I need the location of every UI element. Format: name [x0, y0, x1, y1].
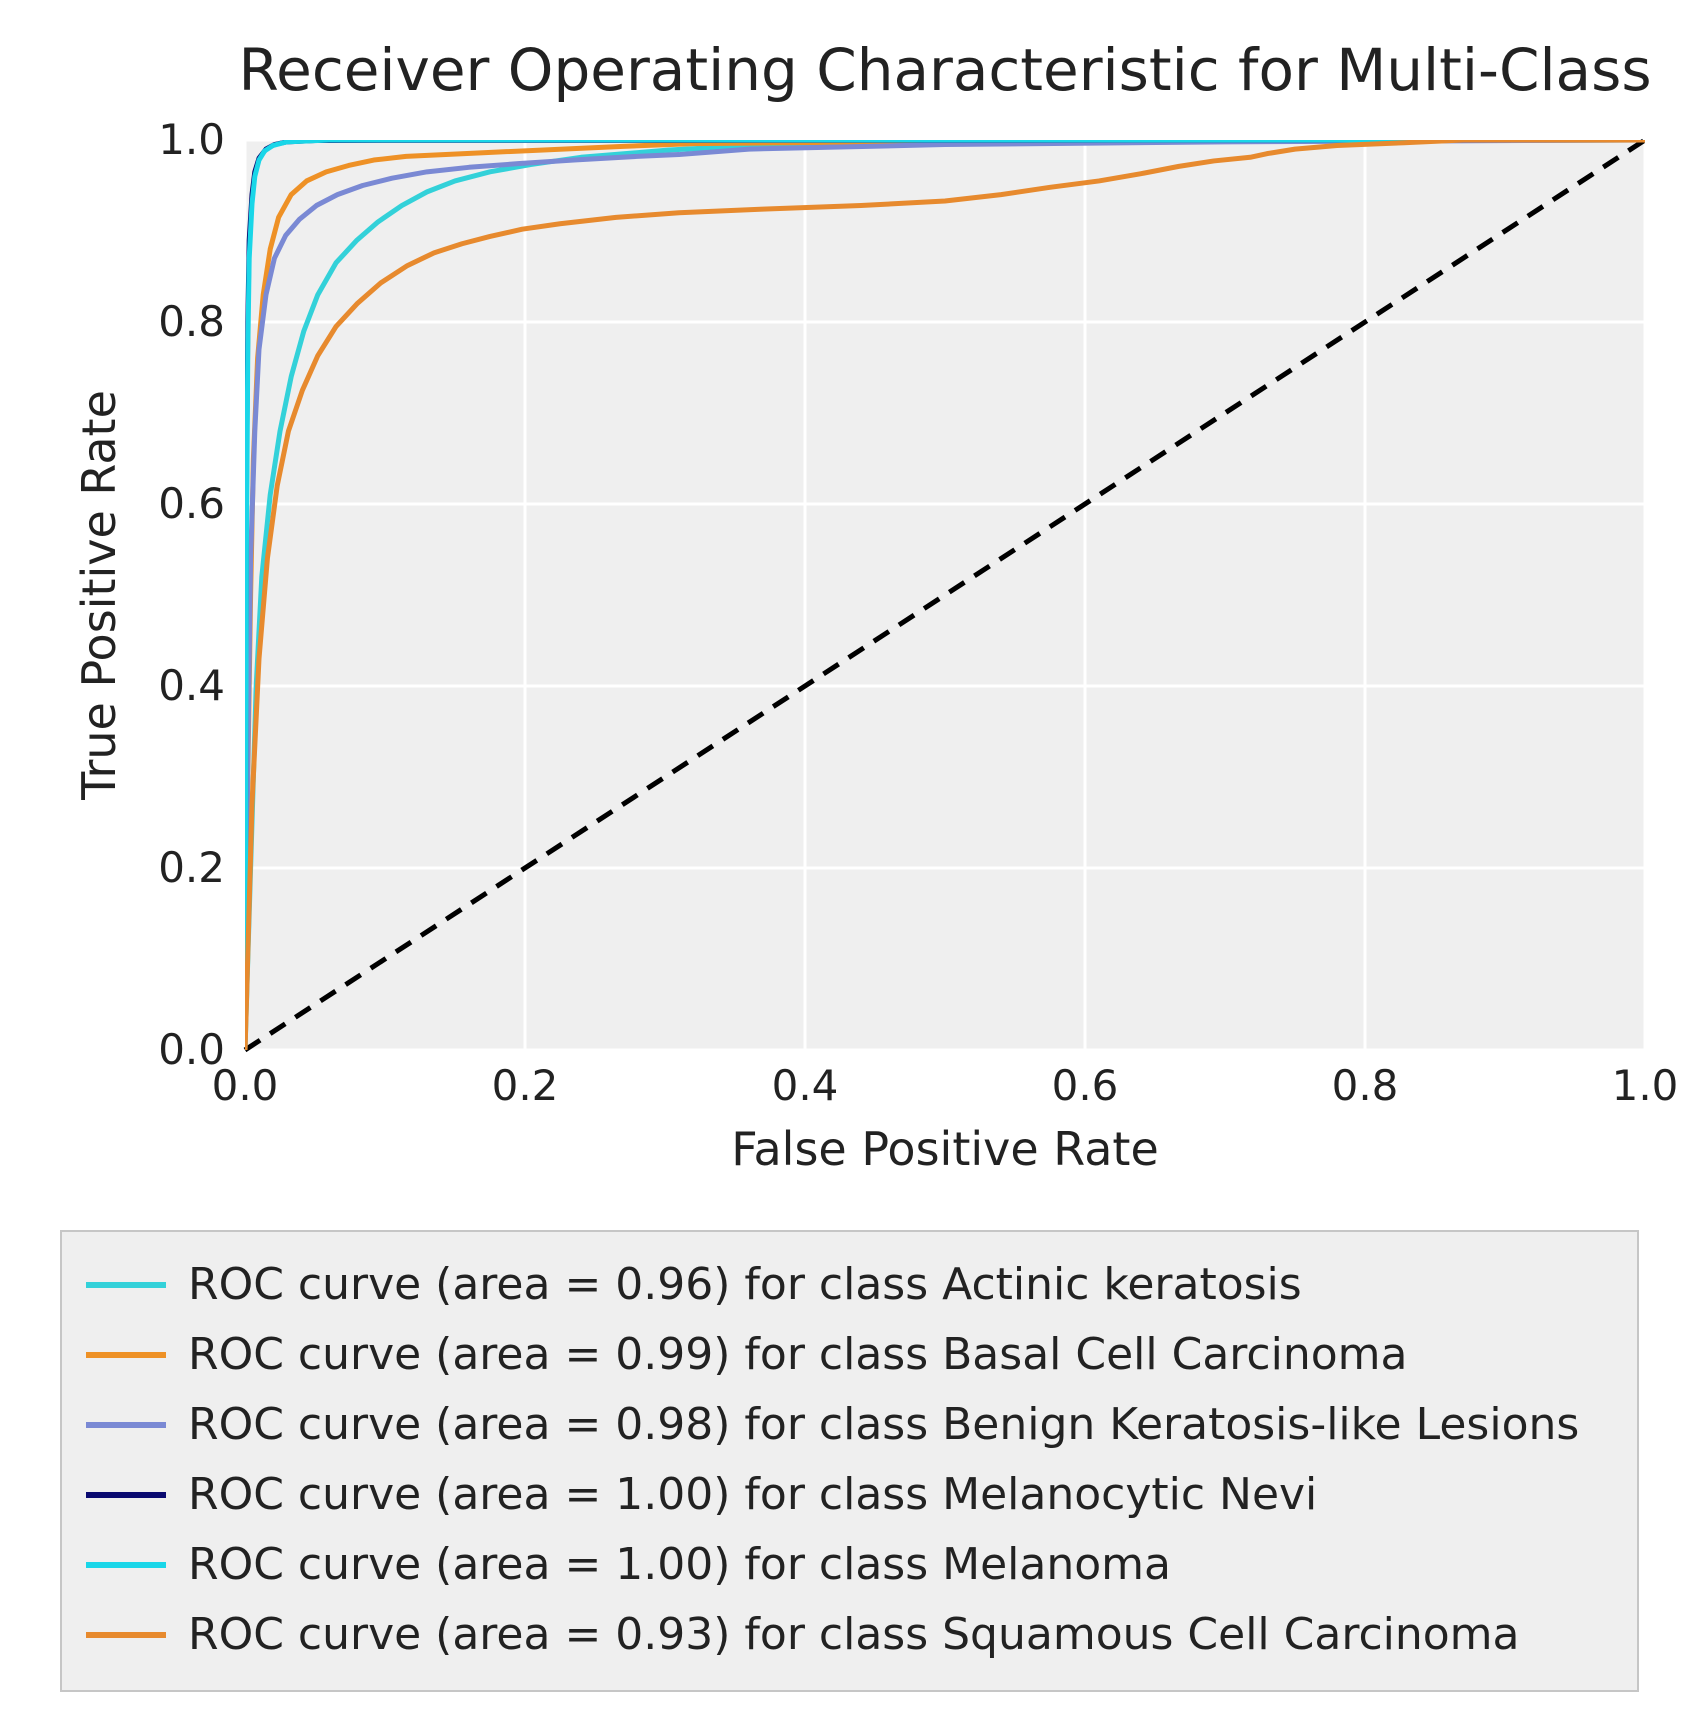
- legend-label: ROC curve (area = 0.96) for class Actini…: [188, 1261, 1302, 1309]
- legend: ROC curve (area = 0.96) for class Actini…: [60, 1230, 1639, 1692]
- legend-swatch: [86, 1352, 166, 1358]
- legend-swatch: [86, 1632, 166, 1638]
- x-axis-label: False Positive Rate: [731, 1122, 1159, 1176]
- figure-wrap: 0.00.20.40.60.81.00.00.20.40.60.81.0Fals…: [0, 0, 1699, 1732]
- legend-swatch: [86, 1562, 166, 1568]
- legend-item: ROC curve (area = 1.00) for class Melano…: [86, 1530, 1613, 1600]
- legend-swatch: [86, 1492, 166, 1498]
- legend-item: ROC curve (area = 0.98) for class Benign…: [86, 1390, 1613, 1460]
- legend-label: ROC curve (area = 1.00) for class Melano…: [188, 1541, 1171, 1589]
- x-tick-label: 0.6: [1052, 1061, 1119, 1110]
- y-tick-label: 0.8: [158, 297, 225, 346]
- x-tick-label: 0.4: [772, 1061, 839, 1110]
- legend-item: ROC curve (area = 0.96) for class Actini…: [86, 1250, 1613, 1320]
- y-tick-label: 0.4: [158, 661, 225, 710]
- y-axis-label: True Positive Rate: [72, 390, 126, 801]
- legend-label: ROC curve (area = 0.93) for class Squamo…: [188, 1611, 1520, 1659]
- roc-chart: 0.00.20.40.60.81.00.00.20.40.60.81.0Fals…: [40, 30, 1680, 1190]
- y-tick-label: 0.0: [158, 1025, 225, 1074]
- legend-item: ROC curve (area = 1.00) for class Melano…: [86, 1460, 1613, 1530]
- legend-label: ROC curve (area = 1.00) for class Melano…: [188, 1471, 1317, 1519]
- y-tick-label: 0.6: [158, 479, 225, 528]
- x-tick-label: 0.2: [492, 1061, 559, 1110]
- legend-label: ROC curve (area = 0.99) for class Basal …: [188, 1331, 1407, 1379]
- x-tick-label: 0.8: [1332, 1061, 1399, 1110]
- legend-item: ROC curve (area = 0.99) for class Basal …: [86, 1320, 1613, 1390]
- legend-item: ROC curve (area = 0.93) for class Squamo…: [86, 1600, 1613, 1670]
- y-tick-label: 0.2: [158, 843, 225, 892]
- x-tick-label: 1.0: [1612, 1061, 1679, 1110]
- legend-swatch: [86, 1422, 166, 1428]
- legend-label: ROC curve (area = 0.98) for class Benign…: [188, 1401, 1579, 1449]
- y-tick-label: 1.0: [158, 115, 225, 164]
- chart-title: Receiver Operating Characteristic for Mu…: [238, 36, 1651, 104]
- legend-swatch: [86, 1282, 166, 1288]
